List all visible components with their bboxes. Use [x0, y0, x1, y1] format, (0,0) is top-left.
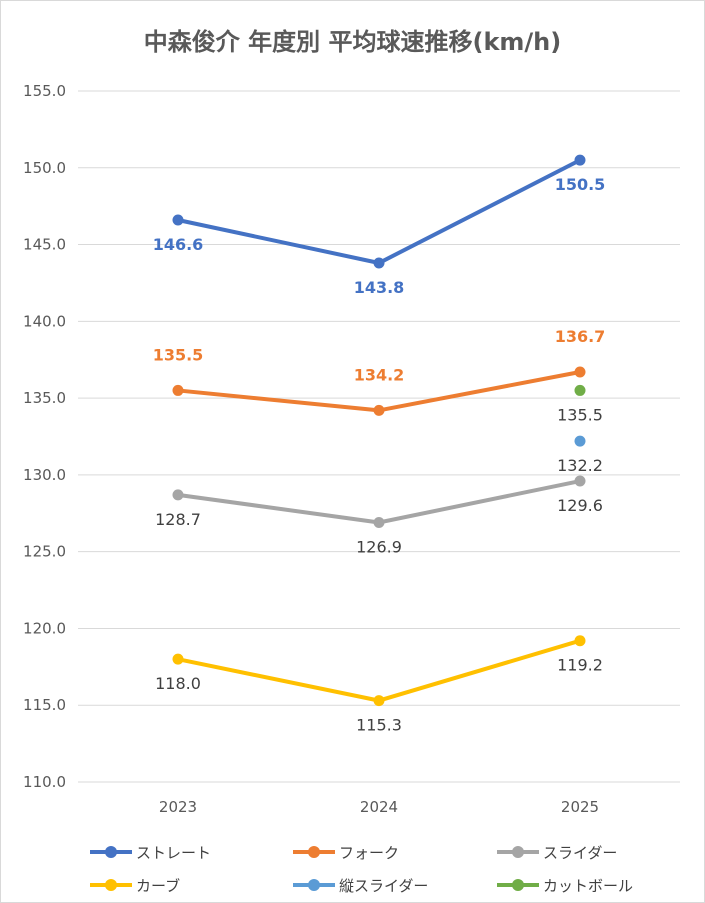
x-tick-label: 2023: [159, 798, 197, 816]
legend-label: ストレート: [136, 843, 212, 862]
chart-title: 中森俊介 年度別 平均球速推移(km/h): [143, 28, 562, 56]
legend-marker: [105, 846, 117, 858]
data-label: 135.5: [557, 405, 603, 424]
data-label: 143.8: [354, 278, 405, 297]
data-label: 126.9: [356, 537, 402, 556]
data-point: [574, 154, 586, 166]
legend-item: ストレート: [90, 842, 211, 862]
legend-swatch: [497, 875, 539, 895]
legend-swatch: [293, 842, 335, 862]
legend-item: スライダー: [497, 842, 617, 862]
data-point: [172, 214, 184, 226]
data-label: 136.7: [555, 327, 606, 346]
y-tick-label: 145.0: [23, 236, 66, 254]
y-tick-label: 155.0: [23, 82, 66, 100]
legend-item: カットボール: [497, 875, 633, 895]
data-point: [574, 384, 586, 396]
data-point: [373, 516, 385, 528]
series-line: [176, 158, 582, 265]
legend-marker: [308, 879, 320, 891]
data-label: 119.2: [557, 656, 603, 675]
data-label: 115.3: [356, 716, 402, 735]
y-tick-label: 110.0: [23, 773, 66, 791]
data-point: [172, 384, 184, 396]
y-tick-label: 150.0: [23, 159, 66, 177]
data-point: [574, 635, 586, 647]
legend-label: フォーク: [339, 843, 400, 862]
legend-marker: [105, 879, 117, 891]
data-point: [373, 404, 385, 416]
data-label: 118.0: [155, 674, 201, 693]
data-label: 134.2: [354, 365, 405, 384]
data-point: [172, 653, 184, 665]
data-point: [373, 695, 385, 707]
legend-label: スライダー: [543, 843, 618, 862]
data-label: 146.6: [153, 235, 204, 254]
data-point: [172, 489, 184, 501]
data-label: 132.2: [557, 456, 603, 475]
legend-item: カーブ: [90, 875, 180, 895]
legend-item: 縦スライダー: [293, 875, 428, 895]
data-label: 150.5: [555, 175, 606, 194]
y-tick-label: 115.0: [23, 696, 66, 714]
legend-item: フォーク: [293, 842, 399, 862]
data-label: 128.7: [155, 510, 201, 529]
legend: ストレート フォーク スライダーカーブ 縦スライダー カットボール: [0, 830, 705, 900]
legend-swatch: [90, 875, 132, 895]
y-tick-label: 125.0: [23, 543, 66, 561]
y-tick-label: 130.0: [23, 466, 66, 484]
data-label: 129.6: [557, 496, 603, 515]
legend-label: カーブ: [136, 876, 181, 895]
x-tick-label: 2025: [561, 798, 599, 816]
data-point: [574, 366, 586, 378]
data-point: [574, 475, 586, 487]
data-label: 135.5: [153, 345, 204, 364]
data-point: [373, 257, 385, 269]
legend-swatch: [293, 875, 335, 895]
y-tick-label: 140.0: [23, 312, 66, 330]
legend-label: 縦スライダー: [339, 876, 429, 895]
y-tick-label: 120.0: [23, 619, 66, 637]
data-point: [574, 435, 586, 447]
series-line: [176, 638, 582, 703]
x-tick-label: 2024: [360, 798, 398, 816]
legend-label: カットボール: [543, 876, 634, 895]
legend-marker: [308, 846, 320, 858]
legend-marker: [512, 846, 524, 858]
series-line: [176, 479, 582, 525]
legend-swatch: [497, 842, 539, 862]
legend-marker: [512, 879, 524, 891]
legend-swatch: [90, 842, 132, 862]
y-tick-label: 135.0: [23, 389, 66, 407]
